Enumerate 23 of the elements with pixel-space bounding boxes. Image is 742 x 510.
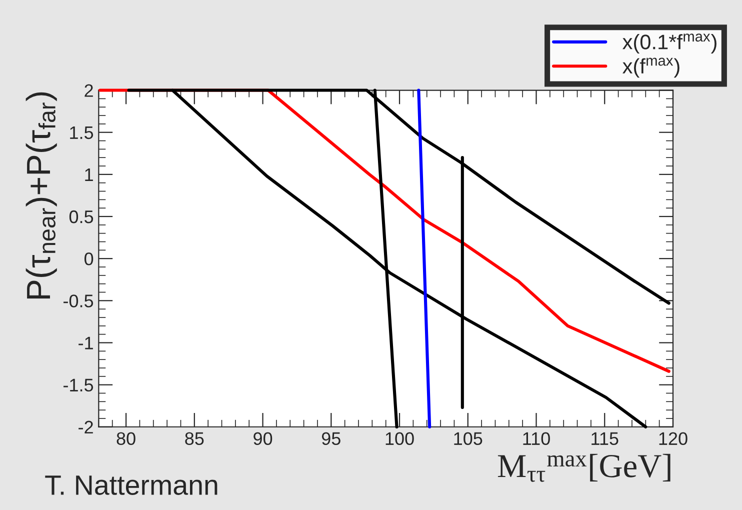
y-tick-label: 0.5 xyxy=(69,210,94,224)
y-tick-label: -2 xyxy=(78,420,93,434)
x-tick-label: 80 xyxy=(116,432,136,445)
x-tick-label: 110 xyxy=(523,432,550,445)
legend-label: x(0.1*f$^{max}$) xyxy=(622,34,716,54)
y-tick-label: -0.5 xyxy=(64,294,94,308)
x-tick-label: 100 xyxy=(386,432,414,445)
x-tick-label: 120 xyxy=(659,432,688,445)
x-axis-title: M$_{ττ}$$^{max}$[GeV] xyxy=(498,454,670,482)
x-tick-label: 90 xyxy=(254,432,272,445)
y-tick-label: 1 xyxy=(85,168,93,181)
y-tick-label: 2 xyxy=(84,84,93,97)
x-tick-label: 105 xyxy=(454,432,482,445)
x-tick-label: 95 xyxy=(322,432,340,445)
text: T. Nattermann xyxy=(45,476,218,495)
y-axis-title: P(τ$_{near}$)+P(τ$_{far}$) xyxy=(26,92,57,299)
legend-label: x(f$^{max}$) xyxy=(622,58,680,78)
y-tick-label: 0 xyxy=(84,252,94,266)
y-tick-label: -1 xyxy=(78,336,93,350)
y-tick-label: -1.5 xyxy=(64,378,94,392)
y-tick-label: 1.5 xyxy=(70,126,94,140)
x-tick-label: 115 xyxy=(592,432,618,445)
x-tick-label: 85 xyxy=(185,432,204,445)
